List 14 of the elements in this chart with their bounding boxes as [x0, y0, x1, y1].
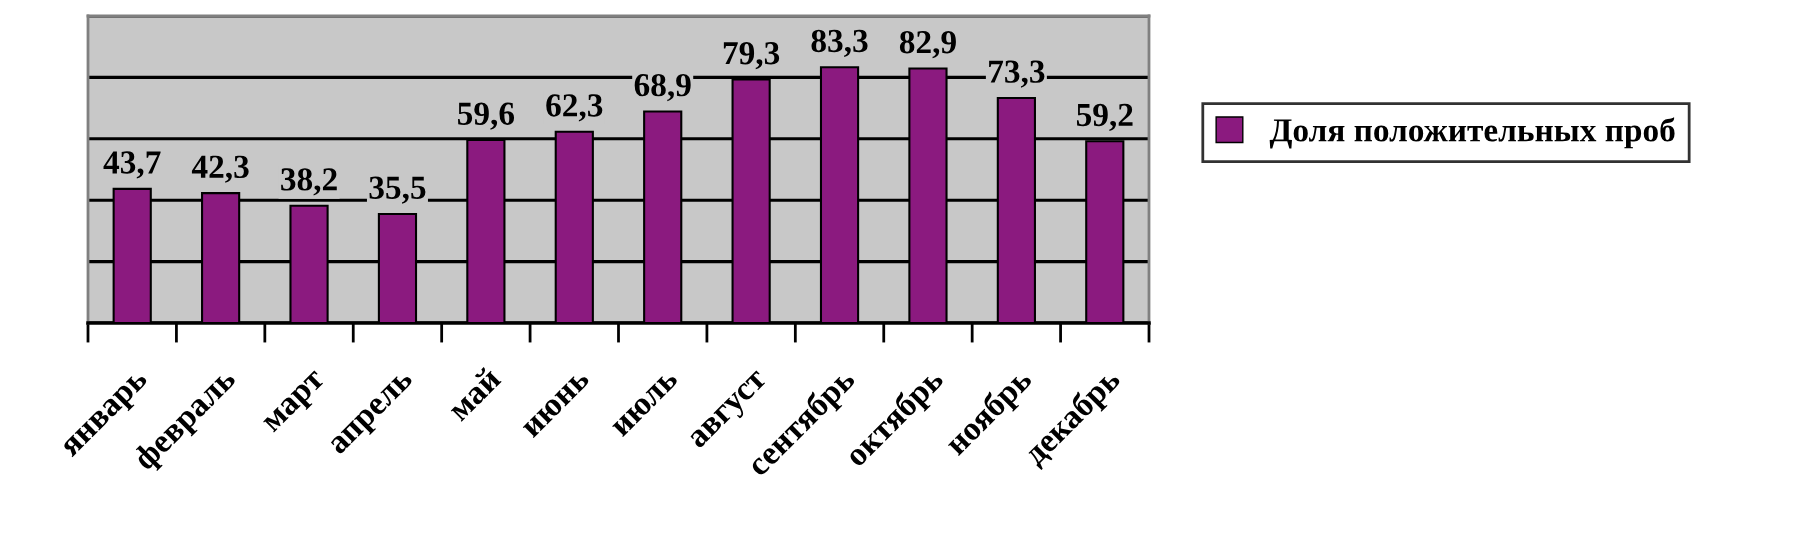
data-label: 42,3	[191, 155, 249, 183]
data-label: 83,3	[811, 29, 868, 57]
data-label: 68,9	[634, 73, 691, 102]
data-label: 59,2	[1076, 103, 1133, 131]
data-label: 62,3	[546, 94, 603, 122]
x-tick-label: май	[445, 365, 502, 422]
data-label: 79,3	[723, 42, 780, 70]
data-label: 82,9	[899, 30, 956, 59]
legend-label: Доля положительных проб	[1269, 117, 1675, 149]
data-label: 59,6	[458, 102, 515, 130]
data-label: 38,2	[281, 168, 337, 196]
data-label: 73,3	[989, 60, 1045, 88]
data-label: 43,7	[103, 151, 161, 179]
data-label: 35,5	[369, 176, 426, 204]
